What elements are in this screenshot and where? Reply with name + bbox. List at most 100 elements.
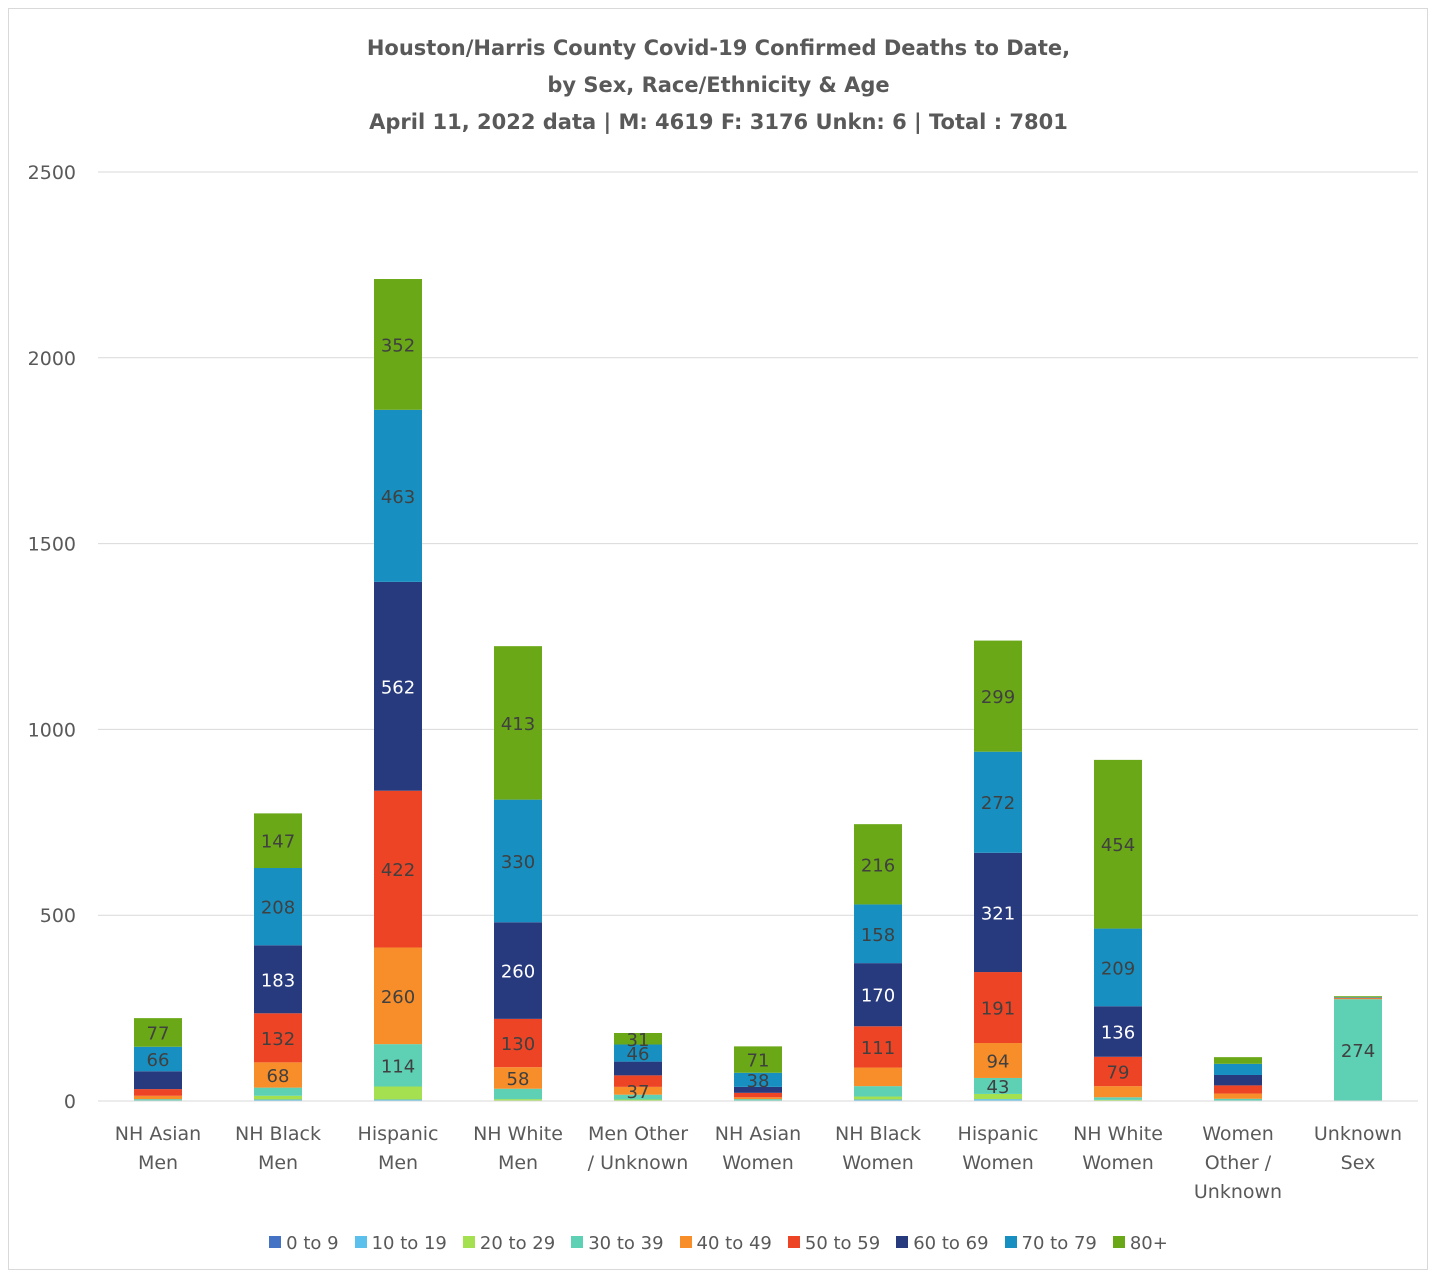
- bar-segment: [494, 1088, 542, 1100]
- data-label: 330: [501, 852, 535, 873]
- chart-frame: [8, 8, 1428, 1270]
- bar-segment: [614, 1094, 662, 1100]
- bar-segment: [974, 751, 1022, 853]
- data-label: 352: [381, 335, 415, 356]
- bar-segment: [734, 1072, 782, 1087]
- legend-label: 50 to 59: [804, 1232, 881, 1254]
- bar-segment: [1214, 1098, 1262, 1101]
- data-label: 422: [381, 860, 415, 881]
- legend-item: 70 to 79: [1004, 1233, 1097, 1254]
- x-category-label: Women: [1202, 1123, 1274, 1145]
- bar-segment: [974, 640, 1022, 752]
- x-category-label: NH White: [1073, 1123, 1163, 1145]
- bar-segment: [1214, 1085, 1262, 1094]
- data-label: 114: [381, 1056, 415, 1077]
- x-category-label: Men: [498, 1152, 538, 1174]
- bar-segment: [734, 1092, 782, 1098]
- y-tick-label: 500: [40, 905, 76, 927]
- bar-segment: [854, 1086, 902, 1097]
- x-category-label: Men: [378, 1152, 418, 1174]
- y-tick-label: 2500: [28, 162, 76, 184]
- data-label: 209: [1101, 958, 1135, 979]
- data-label: 321: [981, 903, 1015, 924]
- bar-segment: [1094, 759, 1142, 929]
- x-category-label: Women: [722, 1152, 794, 1174]
- bar-segment: [1334, 999, 1382, 1101]
- x-category-label: Men: [138, 1152, 178, 1174]
- legend-label: 30 to 39: [588, 1232, 664, 1254]
- bar-segment: [494, 646, 542, 800]
- bar-segment: [494, 922, 542, 1019]
- bar-segment: [374, 1099, 422, 1101]
- x-category-label: Women: [962, 1152, 1034, 1174]
- bar-segment: [134, 1018, 182, 1047]
- bar-segment: [854, 963, 902, 1027]
- legend-label: 20 to 29: [479, 1232, 556, 1254]
- bar-segment: [254, 813, 302, 869]
- data-labels: 66 77 68 132 183 208 147 114 260 422 562 463 352 58 13…: [147, 335, 1376, 1102]
- legend-item: 0 to 9: [269, 1232, 339, 1254]
- x-category-label: Hispanic: [958, 1123, 1039, 1145]
- bar-segment: [134, 1071, 182, 1090]
- bar-segment: [734, 1086, 782, 1093]
- bar-segment: [254, 1013, 302, 1063]
- bar-segment: [854, 1096, 902, 1100]
- bar-segment: [254, 868, 302, 946]
- bar-segment: [854, 1026, 902, 1068]
- bar-segment: [374, 279, 422, 410]
- chart-title-line-1: Houston/Harris County Covid-19 Confirmed…: [366, 36, 1071, 60]
- bar-segment: [854, 1099, 902, 1101]
- data-label: 170: [861, 986, 895, 1007]
- x-category-label: NH Asian: [715, 1123, 801, 1145]
- bar-segment: [734, 1097, 782, 1100]
- x-category-label: Unknown: [1314, 1123, 1402, 1145]
- bar-segment: [494, 799, 542, 923]
- bar-segment: [1094, 1006, 1142, 1057]
- bar-segment: [134, 1095, 182, 1100]
- bar-segment: [974, 1099, 1022, 1101]
- bar-segment: [734, 1046, 782, 1073]
- axes: 0 500 1000 1500 2000 2500 NH Asian Men NH Black M…: [28, 162, 1418, 1203]
- chart-title-line-3: April 11, 2022 data | M: 4619 F: 3176 Un…: [369, 110, 1068, 134]
- bar-segment: [1334, 998, 1382, 1000]
- bar-segment: [134, 1089, 182, 1096]
- bar-segment: [854, 904, 902, 964]
- data-label: 454: [1101, 835, 1135, 856]
- bars: [134, 279, 1382, 1101]
- bar-segment: [254, 1095, 302, 1100]
- data-label: 43: [987, 1077, 1010, 1098]
- bar-segment: [974, 1077, 1022, 1094]
- bar-segment: [1214, 1074, 1262, 1086]
- data-label: 208: [261, 898, 295, 919]
- bar-segment: [1094, 1086, 1142, 1098]
- data-label: 66: [147, 1050, 170, 1071]
- legend-label: 40 to 49: [696, 1232, 772, 1254]
- data-label: 216: [861, 855, 895, 876]
- chart-title: Houston/Harris County Covid-19 Confirmed…: [0, 30, 1437, 141]
- legend-item: 80+: [1112, 1233, 1168, 1254]
- bar-segment: [254, 1062, 302, 1088]
- legend: 0 to 9 10 to 19 20 to 29 30 to 39 40 to 49 50…: [0, 1232, 1437, 1254]
- data-label: 272: [981, 793, 1015, 814]
- bar-segment: [374, 947, 422, 1045]
- bar-segment: [614, 1099, 662, 1101]
- x-category-label: Men Other: [588, 1123, 688, 1145]
- legend-swatch: [354, 1235, 367, 1248]
- y-tick-label: 2000: [28, 348, 76, 370]
- bar-segment: [374, 1044, 422, 1087]
- bar-segment: [374, 1086, 422, 1100]
- x-category-label: NH Asian: [115, 1123, 201, 1145]
- y-tick-label: 1000: [28, 719, 76, 741]
- data-label: 147: [261, 832, 295, 853]
- y-tick-label: 1500: [28, 534, 76, 556]
- x-category-label: Sex: [1341, 1152, 1376, 1174]
- legend-label: 0 to 9: [286, 1232, 339, 1254]
- x-category-label: NH Black: [835, 1123, 921, 1145]
- legend-swatch: [679, 1235, 692, 1248]
- bar-segment: [1094, 1099, 1142, 1101]
- x-category-label: / Unknown: [588, 1152, 689, 1174]
- data-label: 77: [147, 1023, 170, 1044]
- bar-segment: [254, 1099, 302, 1101]
- x-category-label: Unknown: [1194, 1181, 1282, 1203]
- legend-swatch: [462, 1235, 475, 1248]
